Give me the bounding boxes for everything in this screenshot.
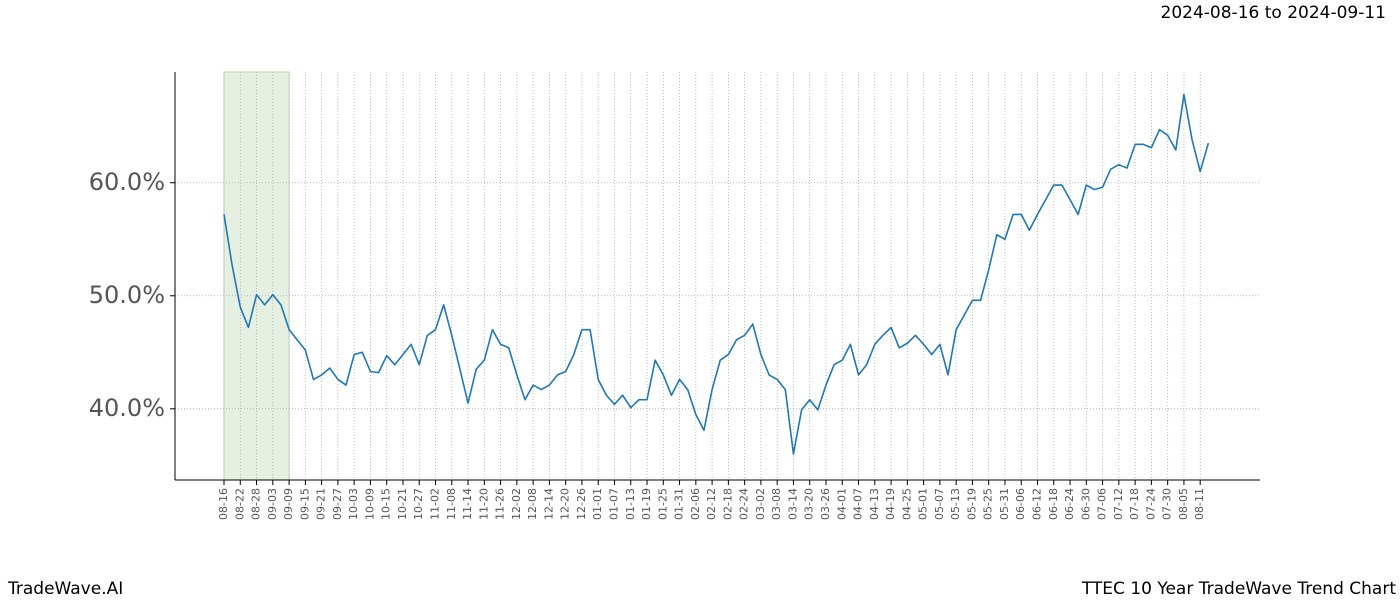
x-tick-label: 12-08 bbox=[526, 488, 539, 520]
x-tick-label: 02-24 bbox=[738, 488, 751, 520]
x-tick-label: 08-22 bbox=[233, 488, 246, 520]
x-tick-label: 01-13 bbox=[624, 488, 637, 520]
x-tick-label: 10-21 bbox=[396, 488, 409, 520]
x-tick-label: 03-02 bbox=[754, 488, 767, 520]
x-tick-label: 07-06 bbox=[1096, 488, 1109, 520]
x-tick-label: 12-14 bbox=[542, 488, 555, 520]
x-tick-label: 11-08 bbox=[445, 488, 458, 520]
x-tick-label: 03-26 bbox=[819, 488, 832, 520]
x-tick-label: 06-18 bbox=[1047, 488, 1060, 520]
x-tick-label: 12-26 bbox=[575, 488, 588, 520]
x-tick-label: 06-30 bbox=[1079, 488, 1092, 520]
x-tick-label: 07-30 bbox=[1161, 488, 1174, 520]
x-tick-label: 03-14 bbox=[786, 488, 799, 520]
x-tick-label: 04-01 bbox=[835, 488, 848, 520]
x-tick-label: 08-16 bbox=[217, 488, 230, 520]
x-tick-label: 02-18 bbox=[721, 488, 734, 520]
x-tick-label: 05-13 bbox=[949, 488, 962, 520]
x-tick-label: 04-13 bbox=[868, 488, 881, 520]
x-tick-label: 10-09 bbox=[363, 488, 376, 520]
x-tick-label: 12-20 bbox=[559, 488, 572, 520]
x-tick-label: 12-02 bbox=[510, 488, 523, 520]
x-tick-label: 01-01 bbox=[591, 488, 604, 520]
x-tick-label: 09-21 bbox=[315, 488, 328, 520]
x-tick-label: 09-09 bbox=[282, 488, 295, 520]
x-tick-label: 07-18 bbox=[1128, 488, 1141, 520]
x-tick-label: 09-27 bbox=[331, 488, 344, 520]
x-tick-label: 05-01 bbox=[917, 488, 930, 520]
trend-line bbox=[223, 93, 1210, 455]
y-tick-label: 40.0% bbox=[89, 394, 165, 422]
x-tick-label: 07-12 bbox=[1112, 488, 1125, 520]
x-tick-label: 11-14 bbox=[461, 488, 474, 520]
x-tick-label: 05-19 bbox=[965, 488, 978, 520]
x-tick-label: 04-07 bbox=[852, 488, 865, 520]
x-tick-label: 10-15 bbox=[380, 488, 393, 520]
x-tick-label: 03-20 bbox=[803, 488, 816, 520]
x-tick-label: 11-26 bbox=[494, 488, 507, 520]
x-tick-label: 08-05 bbox=[1177, 488, 1190, 520]
x-tick-label: 10-03 bbox=[347, 488, 360, 520]
x-tick-label: 01-25 bbox=[656, 488, 669, 520]
x-tick-label: 03-08 bbox=[770, 488, 783, 520]
x-tick-label: 01-19 bbox=[640, 488, 653, 520]
x-tick-label: 01-07 bbox=[607, 488, 620, 520]
x-tick-label: 05-07 bbox=[933, 488, 946, 520]
x-tick-label: 04-19 bbox=[884, 488, 897, 520]
x-tick-label: 10-27 bbox=[412, 488, 425, 520]
footer-left: TradeWave.AI bbox=[7, 579, 123, 599]
footer-right: TTEC 10 Year TradeWave Trend Chart bbox=[1081, 579, 1397, 599]
chart-title: 2024-08-16 to 2024-09-11 bbox=[1161, 3, 1386, 23]
y-tick-label: 60.0% bbox=[89, 168, 165, 196]
x-tick-label: 04-25 bbox=[900, 488, 913, 520]
x-tick-label: 09-03 bbox=[266, 488, 279, 520]
x-tick-label: 11-02 bbox=[429, 488, 442, 520]
y-tick-label: 50.0% bbox=[89, 281, 165, 309]
x-tick-label: 02-12 bbox=[705, 488, 718, 520]
x-tick-label: 01-31 bbox=[673, 488, 686, 520]
x-tick-label: 05-31 bbox=[998, 488, 1011, 520]
x-tick-label: 08-11 bbox=[1193, 488, 1206, 520]
x-tick-label: 07-24 bbox=[1144, 488, 1157, 520]
x-tick-label: 11-20 bbox=[477, 488, 490, 520]
x-tick-label: 02-06 bbox=[689, 488, 702, 520]
x-tick-label: 06-06 bbox=[1014, 488, 1027, 520]
x-tick-label: 08-28 bbox=[250, 488, 263, 520]
x-tick-label: 05-25 bbox=[982, 488, 995, 520]
x-tick-label: 09-15 bbox=[298, 488, 311, 520]
x-tick-label: 06-12 bbox=[1031, 488, 1044, 520]
x-tick-label: 06-24 bbox=[1063, 488, 1076, 520]
